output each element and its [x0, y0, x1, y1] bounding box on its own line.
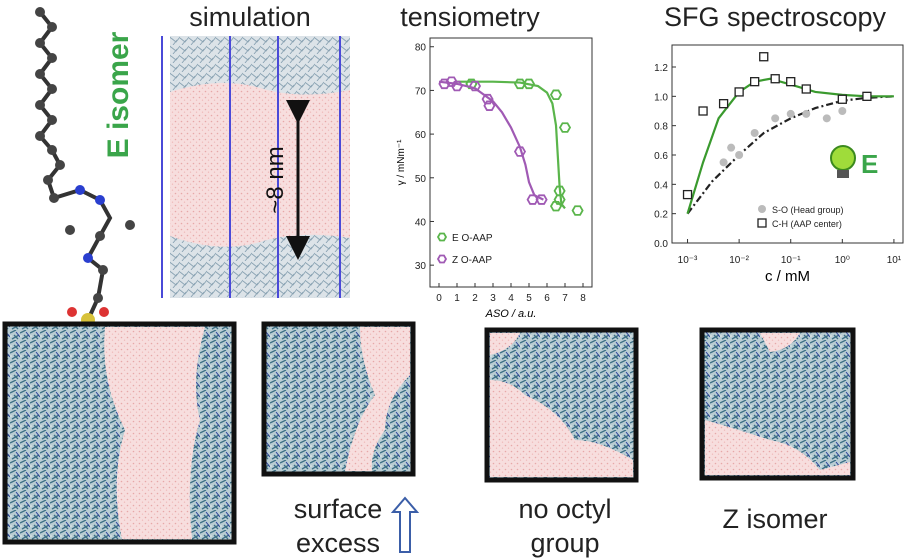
point [786, 109, 795, 118]
point [526, 194, 539, 205]
point [750, 77, 760, 87]
y-tick-label: 0.8 [654, 122, 668, 133]
bulb [830, 145, 856, 171]
point [549, 200, 563, 212]
point [682, 189, 693, 200]
point [838, 107, 847, 115]
point [535, 194, 548, 205]
legend-marker [436, 232, 448, 242]
fit-line [438, 80, 544, 201]
chart-title: SFG spectroscopy [664, 2, 887, 32]
x-axis-label: c / mM [765, 268, 810, 285]
x-tick-label: 10⁻¹ [781, 255, 801, 266]
x-tick-label: 6 [544, 293, 550, 304]
point [770, 74, 780, 84]
fit-line [686, 77, 894, 214]
point [522, 78, 536, 90]
point [750, 129, 759, 137]
x-tick-label: 2 [472, 293, 478, 304]
point [801, 84, 811, 94]
snapshots [2, 321, 856, 553]
panel-label: no octyl [518, 494, 611, 524]
x-tick-label: 0 [436, 293, 442, 304]
y-tick-label: 0.2 [654, 210, 668, 221]
point [837, 94, 847, 104]
point [445, 76, 458, 87]
legend-marker [436, 254, 448, 264]
y-tick-label: 1.2 [654, 63, 668, 74]
point [862, 91, 872, 101]
x-tick-label: 10¹ [887, 255, 902, 266]
isomer-label: E isomer [102, 31, 135, 158]
x-tick-label: 8 [580, 293, 586, 304]
panel-label: Z isomer [722, 504, 827, 534]
x-tick-label: 5 [526, 293, 532, 304]
point [802, 109, 811, 118]
point [553, 194, 566, 205]
y-axis-label: γ / mNm⁻¹ [396, 139, 407, 185]
plot-area [429, 37, 593, 288]
point [513, 146, 527, 157]
chart-title: tensiometry [400, 2, 540, 32]
y-tick-label: 70 [415, 86, 427, 97]
point [549, 89, 563, 101]
y-tick-label: 0.4 [654, 180, 668, 191]
point [735, 151, 744, 159]
point [571, 205, 584, 216]
legend-marker [758, 205, 766, 213]
y-tick-label: 0.6 [654, 151, 668, 162]
x-tick-label: 10⁰ [835, 255, 850, 266]
x-tick-label: 3 [490, 293, 496, 304]
y-tick-label: 1.0 [654, 92, 668, 103]
panel-label: excess [296, 528, 380, 558]
point [759, 52, 769, 62]
panel-label: group [530, 528, 599, 558]
y-tick-label: 60 [415, 130, 427, 141]
annotation: E [861, 149, 878, 179]
point [734, 87, 744, 97]
point [450, 80, 464, 92]
molecule [35, 7, 135, 341]
fit-line [457, 80, 566, 210]
legend-label: C-H (AAP center) [772, 219, 842, 229]
fit-line [686, 95, 894, 215]
point [483, 100, 496, 111]
panel-label: surface [294, 494, 383, 524]
legend-label: S-O (Head group) [772, 205, 844, 215]
y-tick-label: 30 [415, 261, 427, 272]
scale-label: ~8 nm [262, 146, 289, 213]
point [727, 143, 736, 152]
legend-label: Z O-AAP [452, 255, 492, 266]
x-tick-label: 7 [562, 293, 568, 304]
point [468, 80, 482, 92]
bulb-base [837, 170, 849, 178]
x-tick-label: 10⁻³ [678, 255, 698, 266]
x-tick-label: 10⁻² [729, 255, 749, 266]
y-tick-label: 50 [415, 174, 427, 185]
legend-label: E O-AAP [452, 233, 493, 244]
legend-marker [757, 218, 767, 228]
simulation-box [161, 36, 350, 298]
point [719, 158, 728, 167]
x-axis-label: ASO / a.u. [485, 308, 537, 320]
y-tick-label: 80 [415, 43, 427, 54]
x-tick-label: 1 [454, 293, 460, 304]
simulation-title: simulation [189, 2, 311, 32]
y-tick-label: 0.0 [654, 239, 668, 250]
point [481, 93, 494, 105]
point [718, 99, 729, 109]
point [771, 114, 780, 123]
y-tick-label: 40 [415, 217, 427, 228]
point [513, 78, 527, 90]
point [786, 77, 796, 87]
x-tick-label: 4 [508, 293, 514, 304]
point [558, 122, 572, 133]
point [822, 114, 831, 123]
point [698, 106, 708, 116]
